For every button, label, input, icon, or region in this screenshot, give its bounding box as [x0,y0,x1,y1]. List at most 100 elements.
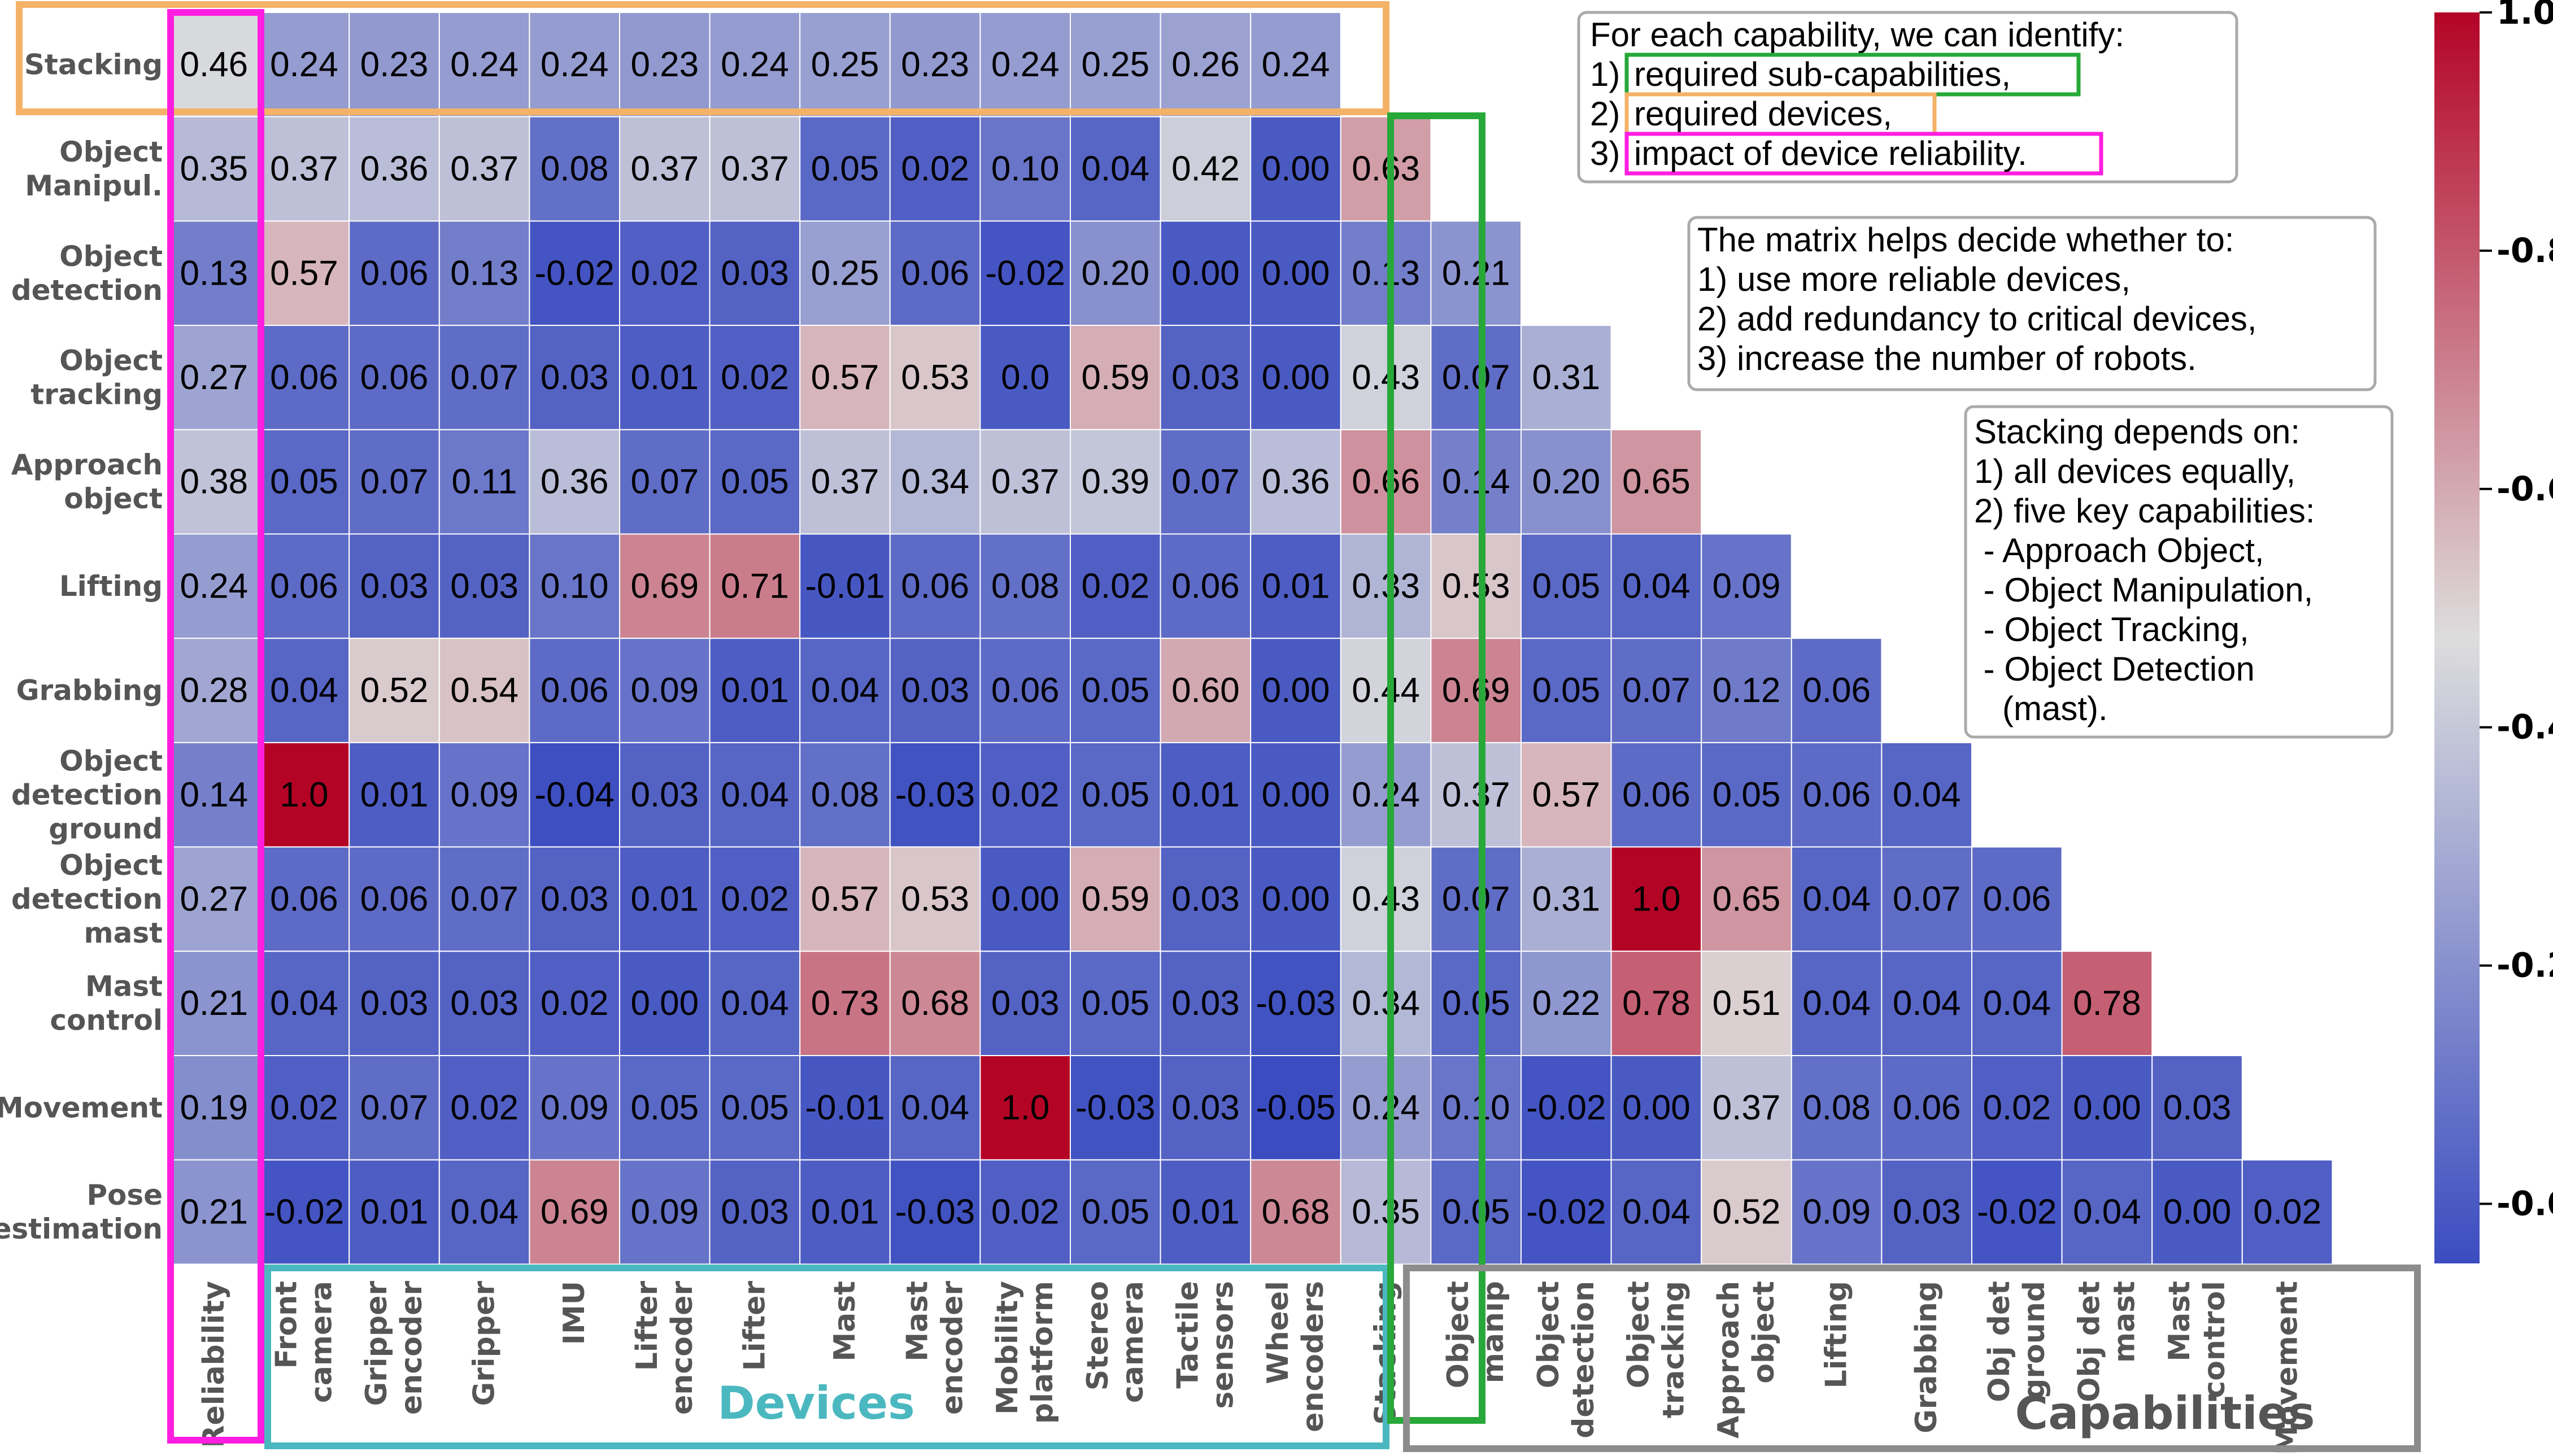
heatmap-cell [1971,846,2063,952]
cell-value: 0.37 [1713,1088,1781,1127]
heatmap-cell [709,1159,801,1265]
cell-value: 0.09 [1713,566,1781,605]
cell-value: 0.03 [721,1193,789,1232]
column-label: Object [1532,1281,1566,1388]
heatmap-cell [348,116,440,222]
cell-value: 0.53 [1442,566,1510,605]
heatmap-cell [1881,1159,1972,1265]
column-label: Grabbing [1910,1281,1944,1433]
cell-value: 0.06 [360,254,429,293]
heatmap-cell [979,220,1071,326]
heatmap-cell [709,638,801,743]
heatmap-cell [1430,742,1522,848]
heatmap-cell [1521,638,1612,743]
cell-value: 0.01 [1171,1193,1240,1232]
heatmap-cell [1790,638,1883,743]
heatmap-cell [258,1055,350,1161]
heatmap-cell [619,951,711,1057]
cell-value: 0.39 [1081,463,1149,502]
cell-value: 0.04 [811,671,879,710]
cell-value: 0.04 [721,775,789,814]
capabilities-box [1403,1265,2421,1452]
cell-value: 0.06 [991,671,1060,710]
cell-value: 0.0 [1001,358,1049,397]
colorbar-tick-label: -0.8 [2497,231,2553,271]
row-label: object [64,482,163,515]
heatmap-cell [1250,951,1341,1057]
heatmap-cell [1070,116,1161,222]
cell-value: 0.04 [1893,984,1961,1023]
cell-value: 0.20 [1532,463,1600,502]
colorbar-tick-label: -0.0 [2497,1184,2553,1224]
cell-value: 0.11 [452,463,517,502]
cell-value: 0.00 [1171,254,1240,293]
cell-value: 0.06 [1622,775,1691,814]
cell-value: 1.0 [280,775,328,814]
heatmap-cell [1430,429,1522,535]
heatmap-cell [529,429,621,535]
heatmap-cell [1070,1159,1161,1265]
heatmap-cell [1160,742,1252,848]
cell-value: 0.24 [721,45,789,84]
cell-value: 0.01 [360,775,429,814]
cell-value: 0.09 [541,1088,609,1127]
column-label: detection [1567,1281,1601,1438]
heatmap-cell [529,742,621,848]
cell-value: 0.02 [721,879,789,918]
cell-value: 0.63 [1352,150,1420,189]
cell-value: 1.0 [1001,1088,1049,1127]
cell-value: 0.24 [1352,775,1420,814]
heatmap-cell [799,429,891,535]
cell-value: 0.35 [180,150,248,189]
cell-value: 0.25 [1081,45,1149,84]
cell-value: 0.06 [270,879,338,918]
heatmap-cell [529,638,621,743]
cell-value: 0.07 [630,463,699,502]
row-label: Lifting [59,570,163,603]
cell-value: 0.04 [1802,879,1871,918]
column-label: Lifting [1820,1281,1854,1389]
heatmap-cell [258,638,350,743]
cell-value: 0.02 [1983,1088,2051,1127]
heatmap-cell [1160,533,1252,639]
column-label: tracking [1657,1281,1691,1418]
heatmap-cell [979,742,1071,848]
heatmap-cell [258,846,350,952]
cell-value: 0.07 [1442,879,1510,918]
cell-value: -0.03 [1075,1088,1155,1127]
cell-value: 0.06 [901,566,969,605]
cell-value: 0.01 [630,879,699,918]
heatmap-cell [1070,846,1161,952]
annotations: For each capability, we can identify:1) r… [1577,11,2394,739]
row-label: Object [59,744,163,777]
heatmap-cell [348,1159,440,1265]
cell-value: 0.37 [811,463,879,502]
cell-value: 0.37 [1442,775,1510,814]
cell-value: 0.57 [1532,775,1600,814]
column-label: Obj det [2072,1281,2106,1402]
heatmap-cell [1430,325,1522,430]
cell-value: 0.23 [630,45,699,84]
cell-value: 0.54 [450,671,519,710]
cell-value: 0.01 [811,1193,879,1232]
column-label: Movement [2271,1281,2304,1455]
heatmap-cell [1340,951,1432,1057]
heatmap-cell [619,116,711,222]
cell-value: 0.59 [1081,358,1149,397]
cell-value: 0.21 [1442,254,1510,293]
cell-value: 0.03 [1171,358,1240,397]
heatmap-cell [168,638,260,743]
column-label: Approach [1712,1281,1746,1438]
cell-value: 0.24 [180,566,248,605]
cell-value: 0.07 [1442,358,1510,397]
heatmap-cell [1160,12,1252,117]
cell-value: 1.0 [1632,879,1680,918]
cell-value: 0.68 [1262,1193,1330,1232]
cell-value: 0.69 [1442,671,1510,710]
column-label: Mast [828,1281,862,1362]
heatmap-cell [889,429,981,535]
cell-value: 0.07 [360,1088,429,1127]
column-labels: Reliability Front camera Gripper encoder Grip… [197,1281,2304,1455]
heatmap-cell [1340,533,1432,639]
heatmap-cell [979,1055,1071,1161]
